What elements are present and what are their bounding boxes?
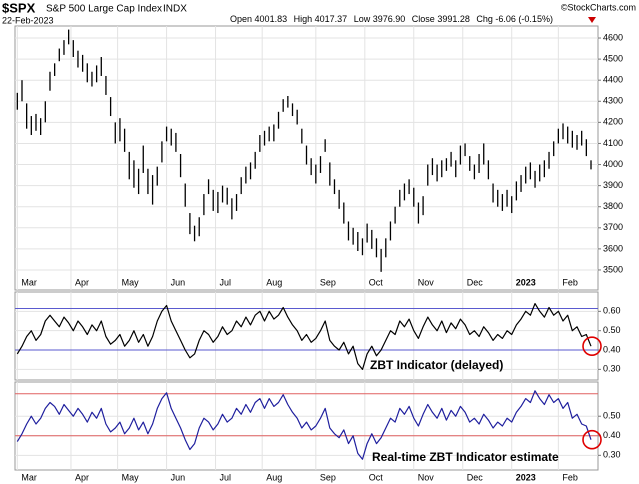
y-tick-label: 0.30 [603,364,621,374]
x-tick-label: Apr [75,277,89,287]
y-tick-label: 4000 [603,159,623,169]
source: ©StockCharts.com [561,2,636,12]
x-tick-label: Aug [266,472,282,482]
y-tick-label: 4200 [603,117,623,127]
y-tick-label: 3600 [603,243,623,253]
y-tick-label: 3500 [603,264,623,274]
y-tick-label: 0.50 [603,411,621,421]
quote-value: 4017.37 [315,14,348,24]
y-tick-label: 0.30 [603,450,621,460]
x-tick-label: Feb [562,472,578,482]
x-tick-label: May [122,277,140,287]
y-tick-label: 3800 [603,201,623,211]
y-tick-label: 4500 [603,53,623,63]
x-tick-label: Feb [562,277,578,287]
x-tick-label: Nov [418,277,435,287]
quote-label: High [294,14,313,24]
x-tick-label: Apr [75,472,89,482]
quote-label: Open [230,14,252,24]
x-tick-label: Aug [266,277,282,287]
x-tick-label: Jul [220,472,232,482]
x-tick-label: Nov [418,472,435,482]
x-tick-label: Dec [467,472,484,482]
y-tick-label: 4100 [603,138,623,148]
y-tick-label: 0.60 [603,306,621,316]
quote: Open 4001.83 High 4017.37 Low 3976.90 Cl… [230,14,553,24]
x-tick-label: Oct [369,472,384,482]
x-tick-label: Sep [320,277,336,287]
highlight-circle [582,429,602,450]
y-tick-label: 4300 [603,96,623,106]
quote-value: -6.06 (-0.15%) [495,14,553,24]
annotation: ZBT Indicator (delayed) [370,358,503,372]
x-tick-label: Jun [171,472,186,482]
y-tick-label: 0.40 [603,430,621,440]
quote-label: Close [412,14,435,24]
x-tick-label: Dec [467,277,484,287]
y-tick-label: 0.40 [603,344,621,354]
highlight-circle [582,336,602,356]
x-tick-label: 2023 [516,472,536,482]
down-arrow [588,17,596,23]
panel-frame [14,291,599,381]
quote-value: 3976.90 [373,14,406,24]
x-tick-label: Mar [21,277,37,287]
y-tick-label: 3700 [603,222,623,232]
quote-label: Chg [476,14,493,24]
quote-label: Low [354,14,371,24]
x-tick-label: Jul [220,277,232,287]
y-tick-label: 4600 [603,32,623,42]
chart-title: $SPX [2,0,36,15]
exchange: INDX [163,4,187,15]
quote-value: 3991.28 [437,14,470,24]
y-tick-label: 4400 [603,75,623,85]
panel-frame [14,381,599,471]
x-tick-label: 2023 [516,277,536,287]
indicator-line [16,303,592,370]
date: 22-Feb-2023 [2,15,54,25]
panel-frame [14,25,599,291]
x-tick-label: May [122,472,140,482]
x-tick-label: Jun [171,277,186,287]
x-tick-label: Oct [369,277,384,287]
quote-value: 4001.83 [255,14,288,24]
x-tick-label: Sep [320,472,336,482]
indicator-line [16,390,592,460]
annotation: Real-time ZBT Indicator estimate [372,450,559,464]
x-tick-label: Mar [21,472,37,482]
y-tick-label: 3900 [603,180,623,190]
y-tick-label: 0.50 [603,325,621,335]
chart-subtitle: S&P 500 Large Cap Index [46,4,162,15]
